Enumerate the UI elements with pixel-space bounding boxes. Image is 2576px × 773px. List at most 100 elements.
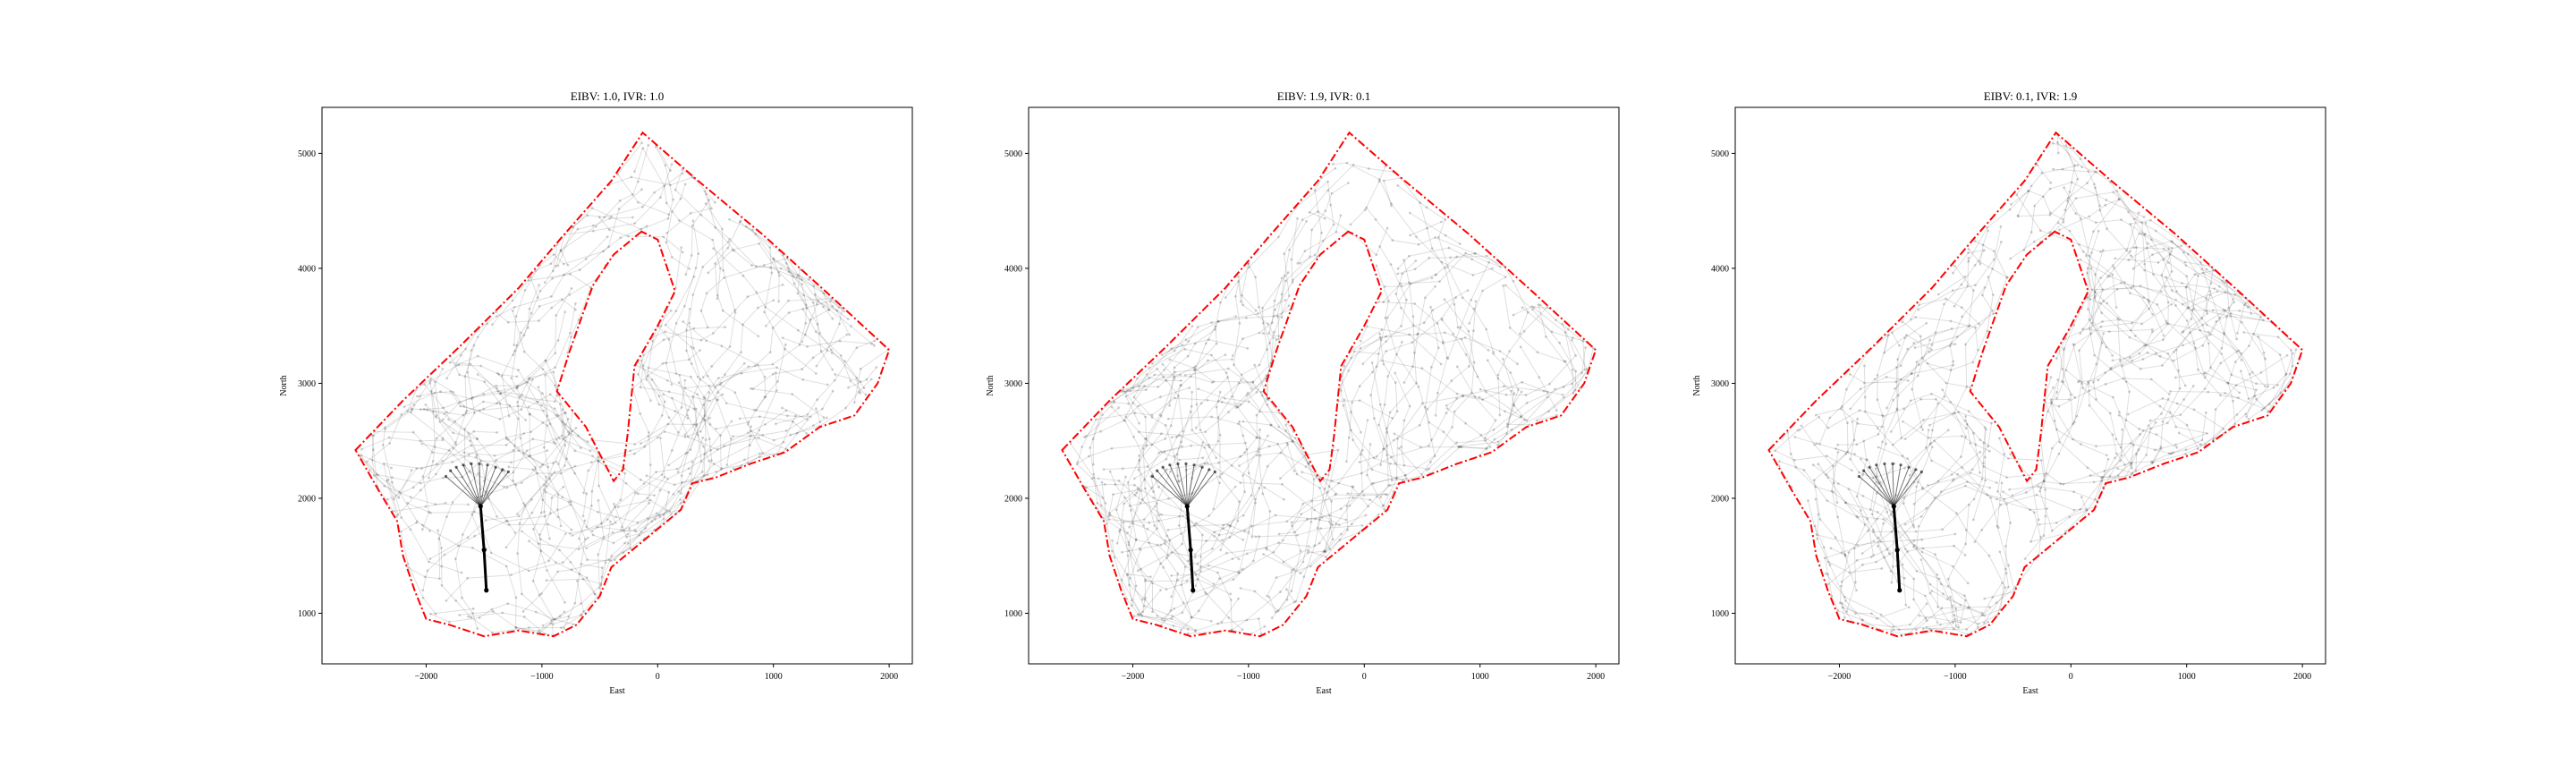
- trajectory-point: [2092, 480, 2096, 484]
- trajectory-point: [452, 446, 455, 450]
- trajectory-point: [787, 270, 791, 274]
- trajectory-point: [421, 589, 425, 592]
- trajectory-point: [794, 414, 797, 418]
- trajectory-point: [1345, 460, 1348, 463]
- trajectory-point: [1571, 368, 1574, 371]
- trajectory-point: [597, 484, 600, 488]
- trajectory-point: [1830, 489, 1834, 493]
- trajectory-line: [1308, 486, 1354, 558]
- trajectory-point: [419, 439, 422, 443]
- trajectory-point: [1197, 387, 1200, 391]
- trajectory-line: [665, 220, 699, 385]
- trajectory-point: [1960, 455, 1962, 458]
- trajectory-line: [424, 384, 447, 413]
- trajectory-point: [1220, 472, 1224, 476]
- trajectory-point: [672, 198, 674, 201]
- trajectory-point: [2206, 432, 2208, 435]
- trajectory-point: [784, 261, 788, 265]
- trajectory-point: [424, 403, 428, 406]
- trajectory-point: [1574, 354, 1577, 357]
- trajectory-point: [1102, 468, 1106, 471]
- trajectory-point: [1204, 430, 1208, 434]
- trajectory-point: [1993, 250, 1996, 253]
- trajectory-point: [825, 416, 828, 420]
- trajectory-line: [450, 355, 549, 468]
- trajectory-point: [756, 363, 759, 367]
- trajectory-point: [2142, 216, 2146, 218]
- trajectory-point: [516, 552, 519, 555]
- trajectory-point: [1928, 591, 1932, 595]
- trajectory-line: [1875, 327, 1953, 484]
- trajectory-line: [772, 257, 818, 343]
- trajectory-line: [1442, 319, 1521, 418]
- trajectory-point: [1892, 398, 1895, 402]
- trajectory-point: [433, 391, 436, 395]
- candidate-line: [479, 469, 504, 507]
- trajectory-point: [1381, 504, 1385, 507]
- trajectory-point: [1133, 494, 1137, 497]
- trajectory-point: [2151, 330, 2154, 334]
- trajectory-point: [546, 449, 549, 453]
- trajectory-point: [472, 429, 476, 433]
- trajectory-point: [1982, 462, 1985, 464]
- trajectory-point: [811, 301, 815, 304]
- trajectory-point: [2244, 412, 2248, 416]
- trajectory-point: [719, 468, 723, 471]
- trajectory-point: [1214, 325, 1217, 328]
- trajectory-point: [1247, 262, 1250, 266]
- trajectory-point: [645, 474, 648, 478]
- x-tick-label: 2000: [2293, 672, 2311, 682]
- trajectory-line: [790, 378, 872, 436]
- chart-title: EIBV: 1.9, IVR: 0.1: [1277, 89, 1370, 103]
- trajectory-point: [1980, 478, 1984, 480]
- trajectory-point: [614, 515, 618, 519]
- trajectory-point: [1351, 485, 1353, 488]
- y-tick-label: 2000: [1711, 494, 1729, 504]
- trajectory-point: [843, 310, 845, 313]
- trajectory-point: [1173, 366, 1176, 370]
- trajectory-line: [417, 311, 566, 400]
- trajectory-line: [360, 450, 547, 484]
- trajectory-point: [656, 436, 659, 439]
- y-tick-label: 1000: [298, 609, 316, 619]
- trajectory-point: [2175, 402, 2179, 405]
- trajectory-point: [2072, 343, 2075, 346]
- trajectory-line: [516, 379, 665, 514]
- trajectory-point: [2121, 364, 2124, 368]
- trajectory-point: [457, 544, 460, 548]
- trajectory-line: [360, 454, 469, 505]
- trajectory-point: [1250, 524, 1253, 528]
- trajectory-line: [400, 522, 436, 615]
- trajectory-point: [475, 454, 479, 457]
- trajectory-point: [719, 381, 723, 385]
- trajectory-point: [429, 390, 433, 393]
- trajectory-line: [1190, 491, 1394, 542]
- trajectory-point: [1964, 427, 1968, 430]
- trajectory-point: [402, 405, 406, 408]
- trajectory-point: [661, 361, 665, 365]
- trajectory-point: [1855, 558, 1859, 562]
- trajectory-point: [1966, 582, 1970, 585]
- trajectory-point: [2023, 557, 2027, 561]
- trajectory-point: [726, 246, 730, 250]
- trajectory-point: [544, 359, 547, 362]
- trajectory-point: [662, 338, 665, 342]
- island-boundary: [555, 230, 676, 483]
- trajectory-point: [1572, 392, 1575, 395]
- trajectory-point: [775, 422, 777, 426]
- trajectory-line: [714, 225, 807, 388]
- trajectory-point: [567, 500, 571, 504]
- trajectory-point: [1216, 622, 1219, 625]
- trajectory-point: [827, 309, 830, 311]
- trajectory-point: [2037, 518, 2040, 522]
- trajectory-point: [543, 514, 547, 518]
- trajectory-point: [492, 610, 495, 613]
- trajectory-point: [2203, 376, 2207, 379]
- trajectory-point: [2148, 419, 2152, 422]
- trajectory-point: [1245, 447, 1249, 451]
- trajectory-point: [1298, 261, 1301, 265]
- trajectory-point: [684, 452, 688, 455]
- trajectory-point: [1309, 565, 1312, 568]
- trajectory-point: [702, 395, 706, 399]
- trajectory-point: [1165, 588, 1168, 590]
